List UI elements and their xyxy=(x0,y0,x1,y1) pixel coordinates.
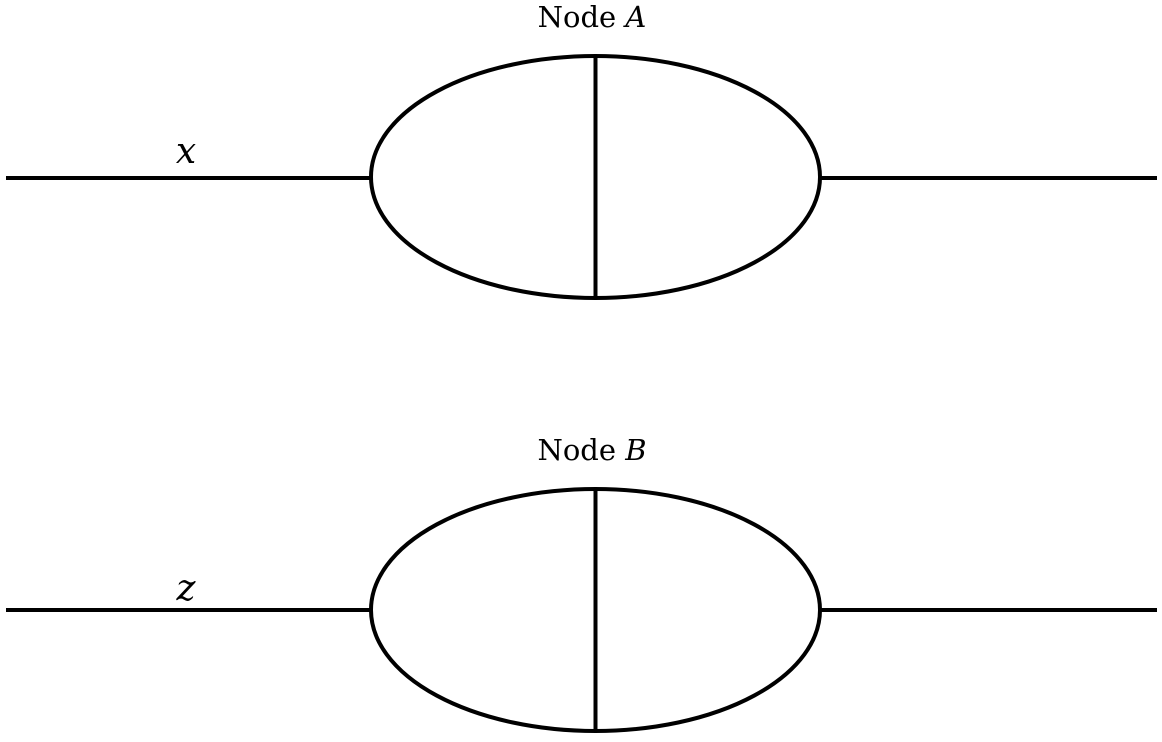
node-a-label-var: A xyxy=(622,0,646,34)
edge-label-x: x xyxy=(176,131,196,172)
node-b-label-var: B xyxy=(624,433,646,467)
node-b-label: Node B xyxy=(537,433,646,467)
node-a-label-prefix: Node xyxy=(538,0,617,34)
edge-label-z: z xyxy=(176,568,197,609)
node-a-label: Node A xyxy=(538,0,647,34)
node-b-label-prefix: Node xyxy=(537,433,616,467)
node-a-group: Node A x xyxy=(6,0,1157,300)
node-b-group: Node B z xyxy=(6,433,1157,733)
